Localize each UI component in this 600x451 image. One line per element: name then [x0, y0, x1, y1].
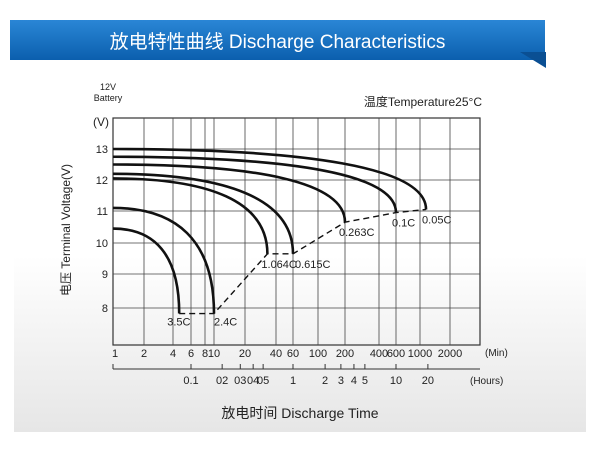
title-banner: 放电特性曲线 Discharge Characteristics: [10, 20, 545, 60]
x-min-tick-label: 10: [208, 348, 220, 360]
x-min-tick-label: 20: [239, 348, 251, 360]
y-tick-label: 10: [96, 238, 108, 250]
curve-label: 0.1C: [392, 218, 415, 230]
temperature-label: 温度Temperature25°C: [364, 94, 483, 109]
discharge-curve-0.1C: [112, 155, 398, 213]
x-min-tick-label: 100: [309, 348, 327, 360]
discharge-curve-0.615C: [112, 172, 295, 254]
discharge-curve-0.263C: [112, 163, 347, 223]
plot-frame: [112, 117, 481, 346]
y-axis-label: 电压 Terminal Voltage(V): [59, 164, 73, 296]
x-min-tick-label: 60: [287, 348, 299, 360]
y-tick-label: 12: [96, 175, 108, 187]
curve-label: 2.4C: [214, 317, 237, 329]
x-min-tick-label: 200: [336, 348, 354, 360]
x-min-unit: (Min): [485, 348, 508, 359]
x-hour-tick-label: 3: [338, 375, 344, 387]
x-hour-unit: (Hours): [470, 376, 503, 387]
x-hour-tick-label: 20: [422, 375, 434, 387]
x-hour-tick-label: 0.1: [183, 375, 198, 387]
curve-label: 0.615C: [295, 259, 331, 271]
y-tick-label: 13: [96, 144, 108, 156]
curve-label: 0.263C: [339, 227, 375, 239]
discharge-curve-1.064C: [112, 177, 269, 254]
x-min-tick-label: 2: [141, 348, 147, 360]
x-hour-tick-label: 02: [216, 375, 228, 387]
x-min-tick-label: 1000: [408, 348, 432, 360]
x-hour-tick-label: 03: [234, 375, 246, 387]
discharge-curve-3.5C: [112, 227, 181, 314]
battery-label-1: 12V: [100, 82, 116, 92]
x-hour-tick-label: 4: [351, 375, 357, 387]
banner-fold: [520, 52, 546, 68]
x-hour-tick-label: 10: [390, 375, 402, 387]
y-tick-label: 9: [102, 269, 108, 281]
curve-label: 3.5C: [167, 317, 190, 329]
x-min-tick-label: 2000: [438, 348, 462, 360]
x-hour-tick-label: 05: [257, 375, 269, 387]
curve-label: 1.064C: [261, 259, 297, 271]
x-min-tick-label: 4: [170, 348, 176, 360]
y-tick-label: 8: [102, 303, 108, 315]
discharge-curve-2.4C: [112, 206, 216, 314]
x-hour-tick-label: 1: [290, 375, 296, 387]
x-min-tick-label: 1: [112, 348, 118, 360]
curve-label: 0.05C: [422, 214, 451, 226]
y-tick-label: 11: [97, 206, 108, 218]
chart-panel: [14, 40, 586, 432]
x-hour-tick-label: 5: [362, 375, 368, 387]
x-min-tick-label: 40: [270, 348, 282, 360]
x-min-tick-label: 6: [188, 348, 194, 360]
y-unit: (V): [93, 115, 109, 129]
x-min-tick-label: 400: [370, 348, 388, 360]
x-min-tick-label: 8: [202, 348, 208, 360]
x-hour-tick-label: 2: [322, 375, 328, 387]
x-axis-label: 放电时间 Discharge Time: [221, 405, 378, 421]
battery-label-2: Battery: [94, 93, 123, 103]
x-hour-tick-label: 04: [247, 375, 259, 387]
x-min-tick-label: 600: [387, 348, 405, 360]
discharge-curve-0.05C: [112, 147, 428, 210]
chart-title: 放电特性曲线 Discharge Characteristics: [109, 31, 446, 53]
end-voltage-dashed-line: [179, 208, 427, 315]
